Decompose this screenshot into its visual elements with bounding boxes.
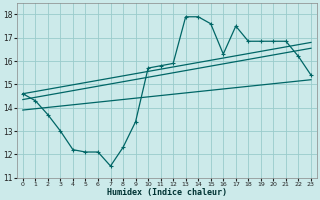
- X-axis label: Humidex (Indice chaleur): Humidex (Indice chaleur): [107, 188, 227, 197]
